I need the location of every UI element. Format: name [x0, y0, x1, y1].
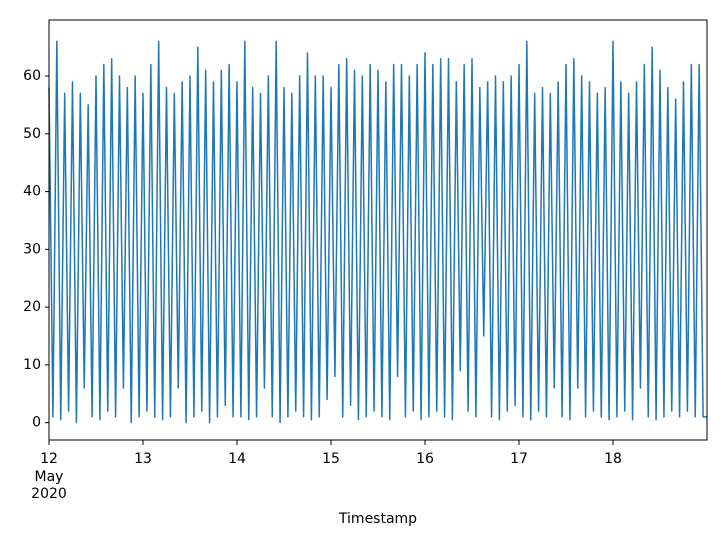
x-tick-label: 12: [40, 451, 58, 467]
plot-frame: [48, 19, 708, 441]
y-tick-label: 50: [23, 126, 41, 142]
x-tick-sublabel: 2020: [31, 486, 67, 502]
y-tick-label: 10: [23, 357, 41, 373]
x-tick-label: 15: [322, 451, 340, 467]
x-tick-label: 16: [416, 451, 434, 467]
x-axis-label: Timestamp: [338, 511, 417, 527]
x-tick-sublabel: May: [35, 469, 64, 485]
x-tick-label: 14: [228, 451, 246, 467]
y-tick-label: 60: [23, 68, 41, 84]
y-tick-label: 20: [23, 299, 41, 315]
y-tick-label: 0: [32, 415, 41, 431]
x-tick-label: 13: [134, 451, 152, 467]
x-tick-label: 18: [604, 451, 622, 467]
x-tick-label: 17: [510, 451, 528, 467]
line: [48, 40, 707, 424]
y-tick-label: 30: [23, 241, 41, 257]
y-tick-label: 40: [23, 184, 41, 200]
